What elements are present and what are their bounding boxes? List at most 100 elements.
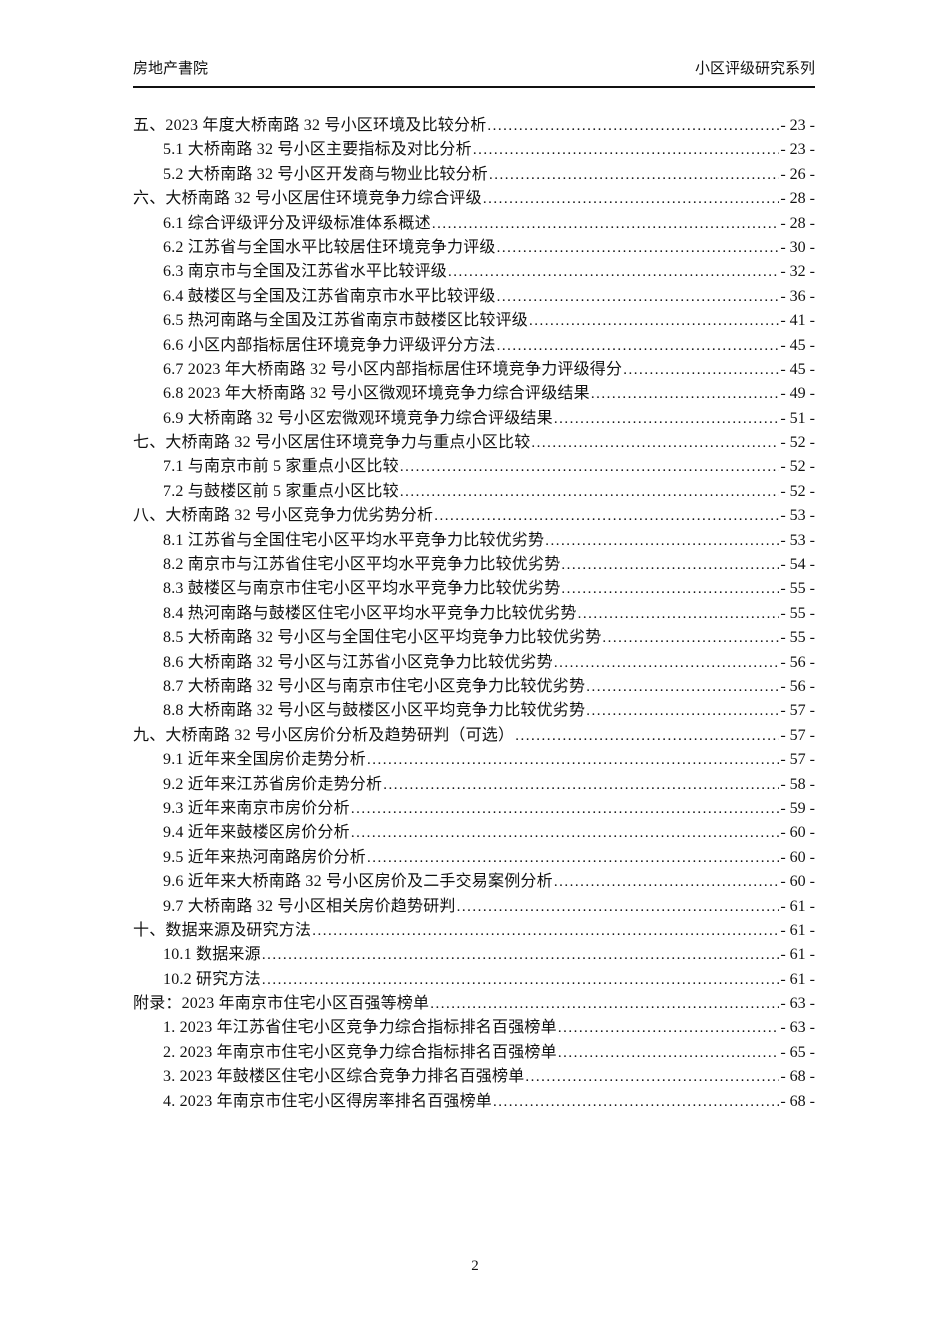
toc-entry-page: - 53 - [780,507,815,525]
toc-entry[interactable]: 6.4 鼓楼区与全国及江苏省南京市水平比较评级 - 36 - [133,285,815,309]
toc-leader-dots [367,846,779,870]
toc-leader-dots [312,919,779,943]
toc-entry[interactable]: 附录：2023 年南京市住宅小区百强等榜单 - 63 - [133,992,815,1016]
toc-entry-title: 6.7 2023 年大桥南路 32 号小区内部指标居住环境竞争力评级得分 [163,360,623,378]
toc-entry[interactable]: 6.3 南京市与全国及江苏省水平比较评级 - 32 - [133,260,815,284]
toc-entry-page: - 32 - [780,263,815,281]
toc-entry[interactable]: 8.5 大桥南路 32 号小区与全国住宅小区平均竞争力比较优劣势 - 55 - [133,626,815,650]
toc-entry-title: 6.4 鼓楼区与全国及江苏省南京市水平比较评级 [163,287,496,305]
toc-entry[interactable]: 9.2 近年来江苏省房价走势分析 - 58 - [133,773,815,797]
toc-entry[interactable]: 8.6 大桥南路 32 号小区与江苏省小区竞争力比较优劣势 - 56 - [133,651,815,675]
toc-entry[interactable]: 5.1 大桥南路 32 号小区主要指标及对比分析 - 23 - [133,138,815,162]
toc-leader-dots [558,1041,780,1065]
toc-entry-page: - 28 - [780,214,815,232]
toc-entry-page: - 28 - [780,190,815,208]
toc-entry-page: - 57 - [780,726,815,744]
toc-leader-dots [383,773,779,797]
toc-entry-page: - 23 - [780,141,815,159]
toc-entry-title: 9.4 近年来鼓楼区房价分析 [163,824,350,842]
toc-entry[interactable]: 8.7 大桥南路 32 号小区与南京市住宅小区竞争力比较优劣势 - 56 - [133,675,815,699]
toc-entry[interactable]: 6.2 江苏省与全国水平比较居住环境竞争力评级 - 30 - [133,236,815,260]
toc-entry-page: - 30 - [780,238,815,256]
toc-entry-page: - 45 - [780,360,815,378]
toc-entry-page: - 51 - [780,409,815,427]
toc-entry-page: - 23 - [780,117,815,134]
toc-entry-title: 3. 2023 年鼓楼区住宅小区综合竞争力排名百强榜单 [163,1068,525,1086]
toc-leader-dots [351,821,780,845]
toc-leader-dots [554,407,780,431]
toc-entry[interactable]: 10.1 数据来源 - 61 - [133,943,815,967]
toc-entry-page: - 65 - [780,1043,815,1061]
toc-entry[interactable]: 7.1 与南京市前 5 家重点小区比较 - 52 - [133,455,815,479]
toc-entry[interactable]: 六、大桥南路 32 号小区居住环境竞争力综合评级 - 28 - [133,187,815,211]
toc-entry-page: - 53 - [780,531,815,549]
toc-entry[interactable]: 8.1 江苏省与全国住宅小区平均水平竞争力比较优劣势 - 53 - [133,529,815,553]
toc-leader-dots [525,1065,779,1089]
toc-entry[interactable]: 九、大桥南路 32 号小区房价分析及趋势研判（可选） - 57 - [133,724,815,748]
toc-entry[interactable]: 五、2023 年度大桥南路 32 号小区环境及比较分析 - 23 - [133,114,815,138]
toc-entry[interactable]: 9.4 近年来鼓楼区房价分析 - 60 - [133,821,815,845]
toc-entry[interactable]: 七、大桥南路 32 号小区居住环境竞争力与重点小区比较 - 52 - [133,431,815,455]
toc-entry[interactable]: 6.7 2023 年大桥南路 32 号小区内部指标居住环境竞争力评级得分 - 4… [133,358,815,382]
toc-leader-dots [400,455,780,479]
toc-leader-dots [367,748,779,772]
toc-entry[interactable]: 十、数据来源及研究方法 - 61 - [133,919,815,943]
toc-entry[interactable]: 八、大桥南路 32 号小区竞争力优劣势分析 - 53 - [133,504,815,528]
toc-entry[interactable]: 4. 2023 年南京市住宅小区得房率排名百强榜单 - 68 - [133,1090,815,1114]
toc-leader-dots [262,968,780,992]
toc-entry[interactable]: 8.2 南京市与江苏省住宅小区平均水平竞争力比较优劣势 - 54 - [133,553,815,577]
toc-entry-page: - 55 - [780,580,815,598]
toc-leader-dots [529,309,779,333]
toc-entry[interactable]: 9.3 近年来南京市房价分析 - 59 - [133,797,815,821]
toc-entry[interactable]: 8.4 热河南路与鼓楼区住宅小区平均水平竞争力比较优劣势 - 55 - [133,602,815,626]
toc-entry[interactable]: 9.7 大桥南路 32 号小区相关房价趋势研判 - 61 - [133,895,815,919]
toc-entry-title: 6.8 2023 年大桥南路 32 号小区微观环境竞争力综合评级结果 [163,385,590,403]
toc-leader-dots [591,382,780,406]
toc-entry-title: 8.5 大桥南路 32 号小区与全国住宅小区平均竞争力比较优劣势 [163,629,602,647]
toc-entry[interactable]: 6.6 小区内部指标居住环境竞争力评级评分方法 - 45 - [133,334,815,358]
toc-entry[interactable]: 10.2 研究方法 - 61 - [133,968,815,992]
toc-entry[interactable]: 6.5 热河南路与全国及江苏省南京市鼓楼区比较评级 - 41 - [133,309,815,333]
toc-entry-title: 5.1 大桥南路 32 号小区主要指标及对比分析 [163,141,472,159]
header-right-title: 小区评级研究系列 [694,61,815,77]
toc-entry[interactable]: 5.2 大桥南路 32 号小区开发商与物业比较分析 - 26 - [133,163,815,187]
toc-entry-title: 6.9 大桥南路 32 号小区宏微观环境竞争力综合评级结果 [163,409,553,427]
toc-leader-dots [561,577,779,601]
toc-leader-dots [489,163,779,187]
toc-entry[interactable]: 7.2 与鼓楼区前 5 家重点小区比较 - 52 - [133,480,815,504]
toc-entry[interactable]: 8.8 大桥南路 32 号小区与鼓楼区小区平均竞争力比较优劣势 - 57 - [133,699,815,723]
toc-entry-title: 2. 2023 年南京市住宅小区竞争力综合指标排名百强榜单 [163,1043,557,1061]
toc-entry[interactable]: 2. 2023 年南京市住宅小区竞争力综合指标排名百强榜单 - 65 - [133,1041,815,1065]
toc-entry-page: - 63 - [780,995,815,1013]
toc-entry-title: 4. 2023 年南京市住宅小区得房率排名百强榜单 [163,1092,493,1110]
toc-entry[interactable]: 6.1 综合评级评分及评级标准体系概述 - 28 - [133,212,815,236]
page-header: 房地产書院 小区评级研究系列 [133,58,815,88]
toc-entry-page: - 45 - [780,336,815,354]
toc-leader-dots [448,260,779,284]
toc-entry-page: - 56 - [780,653,815,671]
toc-entry-title: 九、大桥南路 32 号小区房价分析及趋势研判（可选） [133,726,515,744]
toc-entry-title: 1. 2023 年江苏省住宅小区竞争力综合指标排名百强榜单 [163,1019,557,1037]
toc-entry-title: 9.2 近年来江苏省房价走势分析 [163,775,383,793]
toc-entry[interactable]: 9.5 近年来热河南路房价分析 - 60 - [133,846,815,870]
toc-entry[interactable]: 9.6 近年来大桥南路 32 号小区房价及二手交易案例分析 - 60 - [133,870,815,894]
toc-entry[interactable]: 8.3 鼓楼区与南京市住宅小区平均水平竞争力比较优劣势 - 55 - [133,577,815,601]
toc-leader-dots [578,602,780,626]
toc-entry[interactable]: 3. 2023 年鼓楼区住宅小区综合竞争力排名百强榜单 - 68 - [133,1065,815,1089]
toc-entry[interactable]: 9.1 近年来全国房价走势分析 - 57 - [133,748,815,772]
toc-entry-title: 6.1 综合评级评分及评级标准体系概述 [163,214,431,232]
toc-entry[interactable]: 6.8 2023 年大桥南路 32 号小区微观环境竞争力综合评级结果 - 49 … [133,382,815,406]
toc-entry-page: - 52 - [780,434,815,452]
toc-entry-title: 9.3 近年来南京市房价分析 [163,799,350,817]
header-left-title: 房地产書院 [133,61,209,77]
toc-entry-title: 8.3 鼓楼区与南京市住宅小区平均水平竞争力比较优劣势 [163,580,561,598]
toc-leader-dots [473,138,780,162]
toc-entry-page: - 55 - [780,629,815,647]
toc-entry-title: 五、2023 年度大桥南路 32 号小区环境及比较分析 [133,117,487,134]
toc-entry-title: 七、大桥南路 32 号小区居住环境竞争力与重点小区比较 [133,434,531,452]
toc-entry[interactable]: 1. 2023 年江苏省住宅小区竞争力综合指标排名百强榜单 - 63 - [133,1016,815,1040]
toc-leader-dots [434,504,779,528]
toc-entry-title: 附录：2023 年南京市住宅小区百强等榜单 [133,995,430,1013]
toc-entry[interactable]: 6.9 大桥南路 32 号小区宏微观环境竞争力综合评级结果 - 51 - [133,407,815,431]
page-number: 2 [471,1258,479,1274]
